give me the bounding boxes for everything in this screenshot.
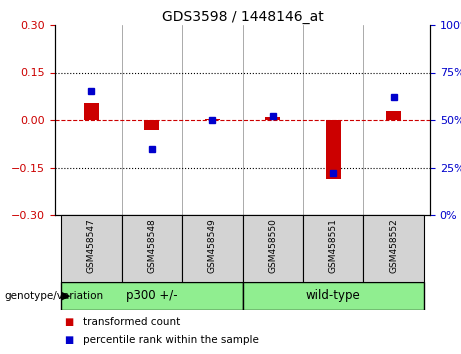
- Bar: [242, 282, 424, 310]
- Bar: [205, 119, 220, 120]
- Text: ▶: ▶: [62, 291, 71, 301]
- Text: ■: ■: [64, 317, 73, 327]
- Text: ■: ■: [64, 335, 73, 345]
- Title: GDS3598 / 1448146_at: GDS3598 / 1448146_at: [162, 10, 323, 24]
- Bar: [182, 215, 242, 282]
- Bar: [242, 215, 303, 282]
- Text: GSM458552: GSM458552: [389, 218, 398, 273]
- Bar: [363, 215, 424, 282]
- Text: p300 +/-: p300 +/-: [126, 290, 177, 303]
- Bar: [61, 282, 242, 310]
- Text: wild-type: wild-type: [306, 290, 361, 303]
- Bar: [122, 215, 182, 282]
- Text: transformed count: transformed count: [83, 317, 180, 327]
- Text: GSM458548: GSM458548: [147, 218, 156, 273]
- Bar: [61, 215, 122, 282]
- Text: genotype/variation: genotype/variation: [5, 291, 104, 301]
- Text: GSM458547: GSM458547: [87, 218, 96, 273]
- Bar: [84, 103, 99, 120]
- Bar: [303, 215, 363, 282]
- Bar: [386, 111, 401, 120]
- Bar: [265, 118, 280, 120]
- Text: GSM458551: GSM458551: [329, 218, 338, 273]
- Bar: [325, 120, 341, 178]
- Bar: [144, 120, 160, 130]
- Text: percentile rank within the sample: percentile rank within the sample: [83, 335, 259, 345]
- Text: GSM458549: GSM458549: [208, 218, 217, 273]
- Text: GSM458550: GSM458550: [268, 218, 277, 273]
